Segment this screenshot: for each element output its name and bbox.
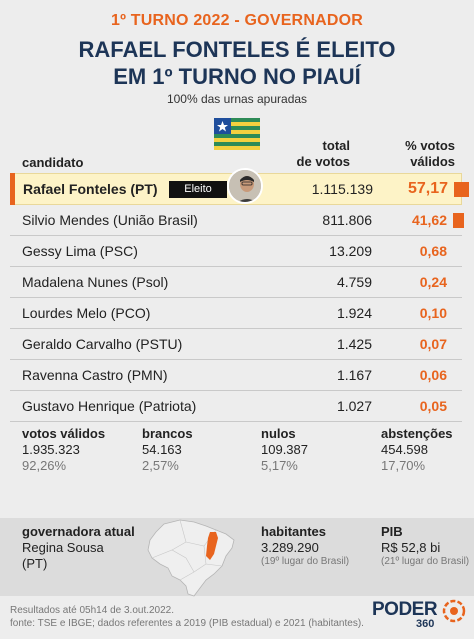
candidate-name: Rafael Fonteles (PT) (23, 181, 158, 197)
vote-percent: 0,06 (419, 367, 447, 383)
candidate-name: Ravenna Castro (PMN) (22, 367, 168, 383)
vote-count: 1.115.139 (311, 181, 373, 197)
vote-count: 1.924 (336, 305, 372, 321)
vote-percent: 0,07 (419, 336, 447, 352)
candidate-photo-avatar (227, 168, 263, 204)
table-row: Lourdes Melo (PCO) 1.924 0,10 (10, 298, 462, 329)
table-row: Silvio Mendes (União Brasil) 811.806 41,… (10, 205, 464, 236)
candidate-name: Madalena Nunes (Psol) (22, 274, 169, 290)
vote-share-bar (453, 213, 464, 228)
vote-count: 13.209 (329, 243, 372, 259)
elected-badge: Eleito (169, 181, 227, 198)
vote-percent: 41,62 (411, 212, 447, 228)
vote-count: 1.027 (336, 398, 372, 414)
stat-blank-votes: brancos 54.163 2,57% (142, 426, 193, 473)
vote-percent: 0,05 (419, 398, 447, 414)
vote-count: 1.425 (336, 336, 372, 352)
source-note: Resultados até 05h14 de 3.out.2022. font… (10, 605, 364, 629)
vote-percent: 0,24 (419, 274, 447, 290)
turnout-stats: votos válidos 1.935.323 92,26% brancos 5… (0, 426, 474, 506)
stat-null-votes: nulos 109.387 5,17% (261, 426, 308, 473)
population-info: habitantes 3.289.290 (19º lugar do Brasi… (261, 524, 350, 567)
vote-count: 811.806 (322, 212, 372, 228)
subtitle: 100% das urnas apuradas (166, 92, 308, 106)
candidate-name: Geraldo Carvalho (PSTU) (22, 336, 183, 352)
vote-count: 4.759 (336, 274, 372, 290)
vote-share-bar (454, 182, 469, 197)
piaui-flag-icon (214, 118, 260, 150)
vote-percent: 57,17 (407, 180, 448, 197)
current-governor: governadora atual Regina Sousa (PT) (22, 524, 135, 571)
brazil-map-icon (147, 519, 235, 597)
kicker: 1º TURNO 2022 - GOVERNADOR (111, 12, 363, 29)
page-title: RAFAEL FONTELES É ELEITO EM 1º TURNO NO … (0, 36, 474, 90)
winner-marker (10, 173, 15, 205)
vote-percent: 0,10 (419, 305, 447, 321)
column-header-percent: % votos válidos (405, 138, 455, 169)
table-row: Gessy Lima (PSC) 13.209 0,68 (10, 236, 462, 267)
candidate-name: Lourdes Melo (PCO) (22, 305, 151, 321)
table-row: Madalena Nunes (Psol) 4.759 0,24 (10, 267, 462, 298)
vote-count: 1.167 (336, 367, 372, 383)
column-header-total: total de votos (296, 138, 350, 169)
poder360-logo-mark-icon (442, 599, 466, 623)
candidate-name: Gustavo Henrique (Patriota) (22, 398, 197, 414)
state-info-band (0, 518, 474, 596)
table-row: Gustavo Henrique (Patriota) 1.027 0,05 (10, 391, 462, 422)
column-header-candidate: candidato (22, 155, 84, 170)
table-row: Ravenna Castro (PMN) 1.167 0,06 (10, 360, 462, 391)
headline-line-1: RAFAEL FONTELES É ELEITO (78, 37, 396, 62)
table-row: Geraldo Carvalho (PSTU) 1.425 0,07 (10, 329, 462, 360)
stat-valid-votes: votos válidos 1.935.323 92,26% (22, 426, 106, 473)
candidate-name: Silvio Mendes (União Brasil) (22, 212, 198, 228)
header: 1º TURNO 2022 - GOVERNADOR RAFAEL FONTEL… (0, 0, 474, 118)
poder360-logo: PODER 360 (372, 599, 468, 635)
table-row: Rafael Fonteles (PT) Eleito 1.115.139 57… (10, 168, 469, 205)
candidate-name: Gessy Lima (PSC) (22, 243, 138, 259)
vote-percent: 0,68 (419, 243, 447, 259)
headline-line-2: EM 1º TURNO NO PIAUÍ (113, 64, 361, 89)
results-table: Rafael Fonteles (PT) Eleito 1.115.139 57… (10, 168, 469, 422)
stat-abstentions: abstenções 454.598 17,70% (381, 426, 453, 473)
gdp-info: PIB R$ 52,8 bi (21º lugar do Brasil) (381, 524, 470, 567)
